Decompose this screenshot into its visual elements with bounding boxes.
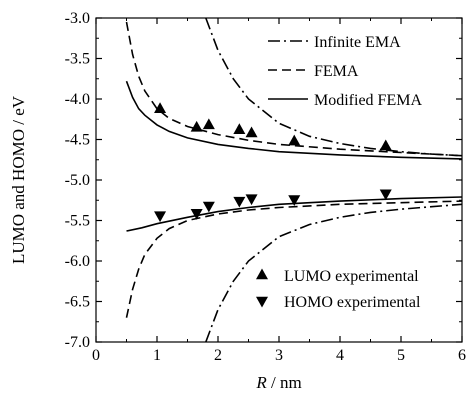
curve-fema-lumo: [125, 21, 462, 157]
y-tick-label: -7.0: [65, 334, 90, 351]
homo-data-point: [233, 196, 246, 208]
legend-label-lumo-experimental: LUMO experimental: [284, 268, 419, 285]
lumo-data-point: [233, 123, 246, 135]
legend-marker-homo-experimental: [256, 296, 268, 308]
homo-data-point: [288, 195, 301, 206]
y-axis-label: LUMO and HOMO / eV: [9, 95, 28, 264]
lumo-data-point: [379, 139, 392, 151]
x-tick-label: 1: [153, 347, 161, 364]
y-tick-label: -6.0: [65, 253, 90, 270]
lumo-data-point: [190, 120, 203, 132]
y-tick-label: -4.5: [65, 132, 90, 149]
x-axis-variable: R: [255, 373, 267, 392]
lumo-data-point: [154, 102, 167, 113]
x-tick-label: 5: [397, 347, 405, 364]
curve-fema-homo: [125, 200, 462, 318]
tick-layer: 0 1 2 3 4 5 6 -3.0 -3.5 -4.0 -4.5 -5.0 -5.5 -6.0 -6.5 -…: [65, 10, 466, 364]
lumo-data-point: [288, 134, 301, 146]
legend-markers: LUMO experimental HOMO experimental: [256, 268, 421, 311]
legend-label-fema: FEMA: [314, 63, 359, 80]
curve-modified-fema-lumo: [125, 80, 462, 160]
legend-label-homo-experimental: HOMO experimental: [284, 294, 421, 311]
curve-infinite-ema-homo: [205, 203, 462, 342]
x-tick-label: 4: [336, 347, 344, 364]
y-tick-label: -5.5: [65, 213, 90, 230]
lumo-data-point: [245, 126, 258, 138]
homo-data-point: [379, 189, 392, 201]
y-tick-label: -5.0: [65, 172, 90, 189]
homo-data-point: [202, 201, 215, 213]
y-tick-label: -4.0: [65, 91, 90, 108]
x-tick-label: 2: [214, 347, 222, 364]
x-tick-label: 6: [458, 347, 466, 364]
legend-label-modified-fema: Modified FEMA: [314, 92, 422, 109]
legend-lines: Infinite EMA FEMA Modified FEMA: [268, 34, 422, 109]
x-axis-label: R / nm: [255, 373, 301, 392]
y-tick-label: -6.5: [65, 294, 90, 311]
markers-layer: [154, 102, 392, 223]
homo-data-point: [245, 194, 258, 206]
lumo-data-point: [202, 118, 215, 130]
x-axis-unit: / nm: [267, 373, 302, 392]
y-tick-label: -3.0: [65, 10, 90, 27]
legend-marker-lumo-experimental: [256, 268, 268, 280]
homo-data-point: [190, 208, 203, 220]
y-tick-label: -3.5: [65, 51, 90, 68]
curve-modified-fema-homo: [126, 196, 462, 232]
curves-layer: [125, 18, 462, 342]
legend-label-infinite-ema: Infinite EMA: [314, 34, 401, 51]
x-tick-label: 3: [275, 347, 283, 364]
homo-data-point: [154, 211, 167, 223]
x-tick-label: 0: [92, 347, 100, 364]
